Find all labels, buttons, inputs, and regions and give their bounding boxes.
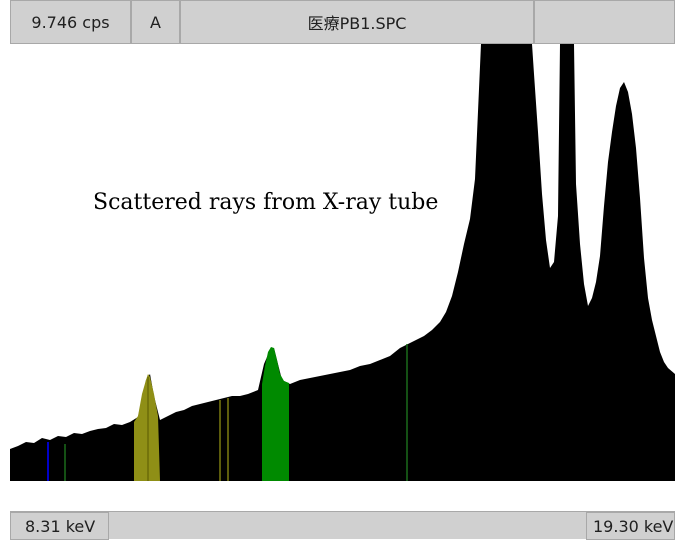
roi-olive	[134, 374, 160, 481]
spectrum-canvas[interactable]	[10, 44, 675, 511]
plot-baseline	[10, 481, 675, 511]
energy-max-label: 19.30 keV	[586, 512, 675, 540]
energy-range-bar: 8.31 keV 19.30 keV	[10, 511, 675, 540]
header-empty-cell	[534, 0, 675, 44]
status-header: 9.746 cps A 医療PB1.SPC	[0, 0, 675, 45]
channel-selector[interactable]: A	[131, 0, 180, 44]
annotation-label: Scattered rays from X-ray tube	[93, 190, 439, 215]
annotation-arrow-icon	[11, 44, 68, 60]
spectrum-plot[interactable]: Scattered rays from X-ray tube	[10, 44, 675, 511]
roi-green	[262, 347, 289, 481]
spectrum-trace	[10, 44, 675, 511]
count-rate-display: 9.746 cps	[10, 0, 131, 44]
energy-min-label: 8.31 keV	[10, 512, 109, 540]
spectrum-filename: 医療PB1.SPC	[180, 0, 534, 44]
